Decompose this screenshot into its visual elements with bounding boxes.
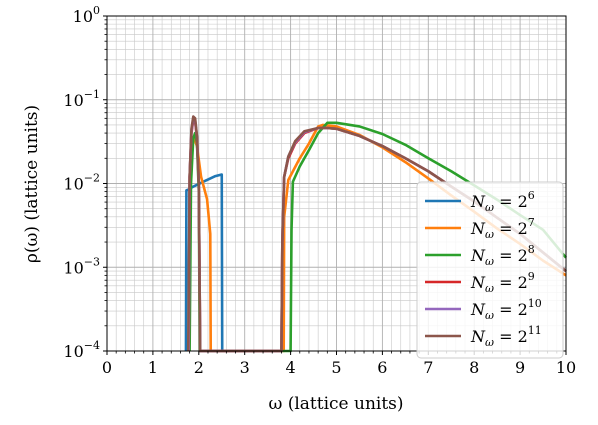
x-tick-label: 0 (102, 358, 112, 377)
legend-box (416, 181, 564, 359)
x-tick-label: 5 (331, 358, 341, 377)
legend-label: Nω = 28 (470, 243, 535, 268)
y-tick-label: 10−4 (63, 339, 100, 361)
x-tick-label: 9 (515, 358, 525, 377)
x-tick-label: 1 (148, 358, 158, 377)
y-tick-label: 10−2 (63, 172, 100, 194)
x-tick-label: 7 (423, 358, 433, 377)
legend-label: Nω = 27 (470, 216, 535, 241)
x-tick-label: 6 (377, 358, 387, 377)
x-tick-label: 4 (286, 358, 296, 377)
legend-label: Nω = 26 (470, 189, 535, 214)
y-tick-label: 10−3 (63, 255, 100, 277)
legend-label: Nω = 211 (470, 324, 542, 349)
x-tick-label: 3 (240, 358, 250, 377)
x-tick-label: 10 (556, 358, 576, 377)
x-tick-label: 8 (469, 358, 479, 377)
y-axis-label: ρ(ω) (lattice units) (22, 105, 42, 263)
y-tick-label: 10−1 (63, 88, 100, 110)
legend-label: Nω = 29 (470, 270, 535, 295)
y-tick-label: 100 (73, 4, 100, 26)
x-tick-label: 2 (194, 358, 204, 377)
legend-label: Nω = 210 (470, 297, 542, 322)
x-axis-label: ω (lattice units) (268, 394, 403, 414)
